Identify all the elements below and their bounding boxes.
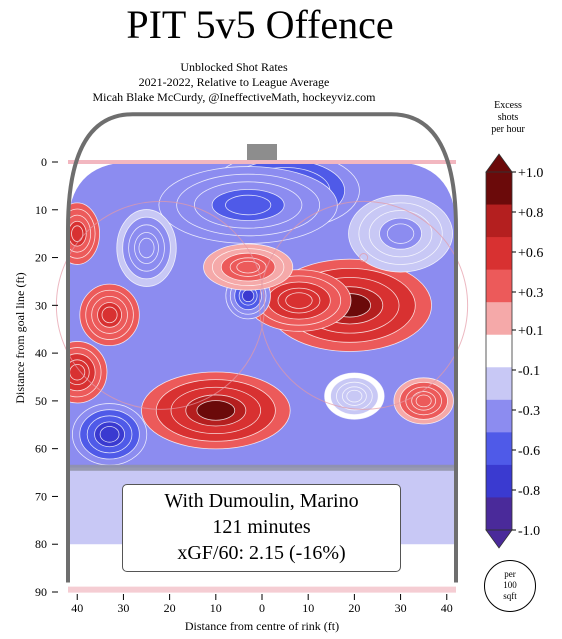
x-tick-label: 10 — [302, 601, 314, 615]
y-tick-label: 70 — [35, 489, 47, 503]
y-axis: 0 10 20 30 40 50 60 70 80 90 — [35, 155, 58, 599]
colorbar-tick-label: -0.8 — [518, 484, 540, 499]
y-tick-label: 30 — [35, 298, 47, 312]
colorbar-segment — [486, 367, 512, 401]
x-tick-label: 0 — [259, 601, 265, 615]
blue-line — [68, 464, 456, 471]
colorbar-bottom-arrow — [485, 529, 513, 549]
colorbar-segment — [486, 497, 512, 531]
x-axis-label: Distance from centre of rink (ft) — [185, 619, 339, 633]
info-box: With Dumoulin, Marino 121 minutes xGF/60… — [122, 484, 401, 572]
unit-badge: per 100 sqft — [484, 560, 536, 612]
region-14 — [348, 194, 454, 273]
legend-title: Excess shots per hour — [478, 100, 538, 136]
colorbar-frame — [485, 171, 513, 531]
faceoff-circle — [259, 200, 469, 410]
legend-title-line-3: per hour — [491, 124, 525, 135]
colorbar-segment — [486, 464, 512, 498]
colorbar-tick-label: +0.6 — [518, 246, 543, 261]
x-axis: 40 30 20 10 0 10 20 30 40 — [71, 594, 453, 615]
colorbar-segment — [486, 204, 512, 238]
colorbar-tick-label: -1.0 — [518, 524, 540, 539]
region-8 — [68, 341, 108, 404]
y-axis-label: Distance from goal line (ft) — [13, 272, 27, 403]
x-tick-label: 40 — [441, 601, 453, 615]
contour-ring — [386, 223, 415, 244]
colorbar-segment — [486, 334, 512, 368]
colorbar-segment — [486, 269, 512, 303]
colorbar-segment — [486, 399, 512, 433]
x-tick-label: 30 — [117, 601, 129, 615]
goal-net — [247, 144, 277, 160]
contour-ring — [242, 289, 255, 303]
contour-ring — [196, 400, 236, 421]
region-10 — [203, 243, 294, 291]
legend-title-line-1: Excess — [494, 100, 522, 111]
colorbar-tick-label: +0.8 — [518, 206, 543, 221]
subtitle-line-2: 2021-2022, Relative to League Average — [138, 75, 330, 89]
region-4 — [141, 371, 291, 450]
colorbar-tick-label: -0.1 — [518, 364, 540, 379]
unit-line-2: 100 — [503, 580, 517, 590]
y-tick-label: 0 — [41, 155, 47, 169]
rink-boards — [66, 112, 458, 583]
colorbar-segment — [486, 172, 512, 206]
x-tick-label: 20 — [164, 601, 176, 615]
y-tick-label: 10 — [35, 203, 47, 217]
faceoff-dot — [359, 253, 369, 263]
contour-ring — [101, 306, 118, 324]
colorbar-tick-label: -0.3 — [518, 404, 540, 419]
region-1 — [158, 166, 338, 244]
y-tick-label: 80 — [35, 537, 47, 551]
colorbar-top-arrow — [485, 153, 513, 173]
contour-ring — [71, 225, 84, 242]
info-line-xgf: xGF/60: 2.15 (-16%) — [177, 542, 346, 564]
region-13 — [116, 209, 177, 287]
x-tick-label: 30 — [395, 601, 407, 615]
x-tick-label: 10 — [210, 601, 222, 615]
colorbar-tick-label: +0.1 — [518, 324, 543, 339]
contour-ring — [69, 363, 86, 381]
colorbar-tick-label: +0.3 — [518, 286, 543, 301]
contour-ring — [236, 260, 260, 274]
y-tick-label: 40 — [35, 346, 47, 360]
x-tick-label: 20 — [348, 601, 360, 615]
y-tick-label: 20 — [35, 251, 47, 265]
x-tick-label: 40 — [71, 601, 83, 615]
region-12 — [324, 372, 385, 420]
colorbar: +1.0 +0.8 +0.6 +0.3 +0.1 -0.1 -0.3 -0.6 -0.8 -1.0 — [485, 153, 543, 549]
region-11 — [393, 377, 454, 425]
subtitle-line-3: Micah Blake McCurdy, @IneffectiveMath, h… — [92, 90, 376, 104]
contour-ring — [346, 389, 363, 403]
contour-ring — [99, 426, 120, 443]
info-line-minutes: 121 minutes — [212, 516, 311, 538]
colorbar-tick-label: +1.0 — [518, 166, 543, 181]
region-7 — [79, 283, 140, 347]
colorbar-segment — [486, 237, 512, 271]
y-tick-label: 90 — [35, 585, 47, 599]
region-9 — [68, 202, 100, 265]
unit-line-3: sqft — [503, 591, 517, 601]
colorbar-tick-label: -0.6 — [518, 444, 540, 459]
region-6 — [71, 403, 148, 466]
colorbar-segment — [486, 302, 512, 336]
goal-line — [68, 160, 456, 164]
chart-title: PIT 5v5 Offence — [126, 2, 394, 47]
contour-ring — [225, 194, 272, 216]
centre-line — [68, 586, 456, 593]
contour-ring — [415, 394, 432, 408]
unit-line-1: per — [504, 569, 516, 579]
info-line-players: With Dumoulin, Marino — [164, 490, 359, 512]
y-tick-label: 60 — [35, 442, 47, 456]
y-tick-label: 50 — [35, 394, 47, 408]
contour-ring — [285, 292, 313, 309]
colorbar-segment — [486, 432, 512, 466]
contour-ring — [138, 237, 155, 259]
legend-title-line-2: shots — [497, 112, 519, 123]
subtitle-line-1: Unblocked Shot Rates — [180, 60, 288, 74]
